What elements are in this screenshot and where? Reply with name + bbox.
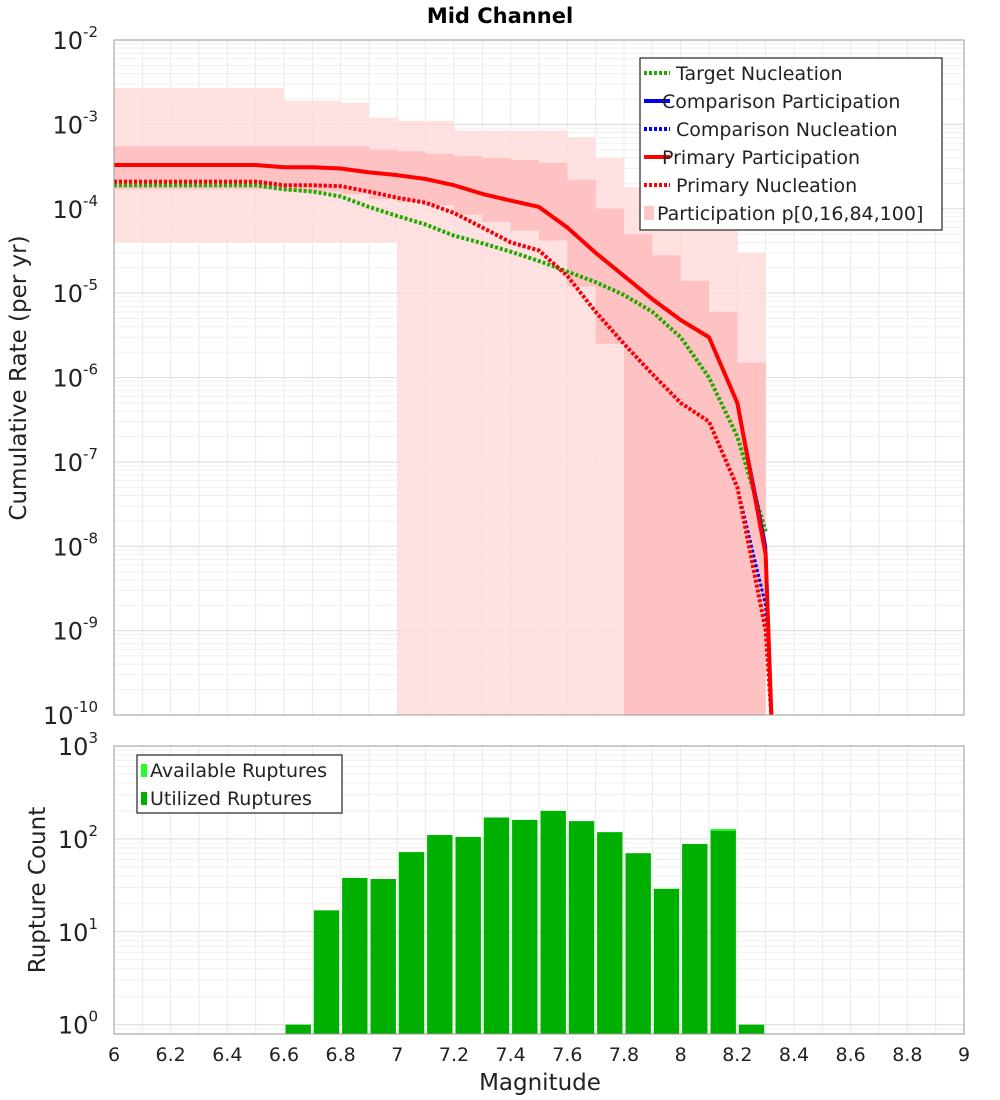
bottom-y-ticks: 100 101 102 103 bbox=[58, 729, 98, 1040]
legend-label: Comparison Participation bbox=[662, 91, 900, 113]
bar-utilized bbox=[512, 819, 538, 1034]
top-y-axis-label: Cumulative Rate (per yr) bbox=[6, 235, 32, 520]
series-line-target-nucleation bbox=[114, 183, 768, 532]
bottom-y-axis-label: Rupture Count bbox=[25, 807, 51, 973]
x-tick-label: 8.2 bbox=[722, 1044, 752, 1066]
x-tick-label: 8.8 bbox=[892, 1044, 922, 1066]
x-axis-label: Magnitude bbox=[479, 1070, 601, 1096]
x-tick-label: 6.2 bbox=[156, 1044, 186, 1066]
bar-utilized bbox=[682, 844, 708, 1034]
x-tick-label: 8.6 bbox=[836, 1044, 866, 1066]
top-bands bbox=[114, 87, 766, 716]
bar-utilized bbox=[398, 852, 425, 1034]
y-tick-label: 10-6 bbox=[52, 361, 98, 393]
y-tick-label: 10-3 bbox=[52, 107, 98, 139]
legend-label: Target Nucleation bbox=[675, 63, 843, 85]
y-tick-label: 10-8 bbox=[52, 529, 98, 561]
legend-label: Utilized Ruptures bbox=[150, 788, 312, 810]
top-legend-box bbox=[639, 57, 943, 231]
y-tick-label: 100 bbox=[58, 1008, 98, 1040]
bar-utilized bbox=[313, 910, 340, 1034]
bar-utilized bbox=[427, 835, 453, 1034]
x-tick-label: 7.8 bbox=[609, 1044, 639, 1066]
x-tick-label: 7.2 bbox=[439, 1044, 469, 1066]
bar-utilized bbox=[568, 821, 595, 1034]
x-tick-label: 6.6 bbox=[269, 1044, 299, 1066]
series-line-primary-participation bbox=[114, 163, 774, 716]
band-p16-p84 bbox=[114, 146, 766, 716]
bar-utilized bbox=[342, 877, 368, 1034]
legend-label: Primary Participation bbox=[662, 147, 860, 169]
bar-utilized bbox=[653, 888, 680, 1034]
y-tick-label: 10-9 bbox=[52, 614, 98, 646]
legend-swatch bbox=[644, 206, 654, 220]
y-tick-label: 10-10 bbox=[43, 698, 98, 730]
x-tick-label: 6.4 bbox=[212, 1044, 242, 1066]
x-tick-label: 8.4 bbox=[779, 1044, 809, 1066]
x-tick-label: 7.6 bbox=[552, 1044, 582, 1066]
y-tick-label: 10-7 bbox=[52, 445, 98, 477]
legend-label: Participation p[0,16,84,100] bbox=[657, 203, 923, 225]
bottom-legend: Available Ruptures Utilized Ruptures bbox=[136, 754, 343, 814]
bar-utilized bbox=[370, 879, 396, 1034]
legend-label: Comparison Nucleation bbox=[676, 119, 898, 141]
bar-utilized bbox=[738, 1024, 765, 1034]
x-tick-label: 6 bbox=[108, 1044, 120, 1066]
top-y-ticks: 10-10 10-9 10-8 10-7 10-6 10-5 10-4 10-3 10-2 bbox=[43, 23, 98, 730]
bottom-x-ticks: 6 6.2 6.4 6.6 6.8 7 7.2 7.4 7.6 7.8 8 8.2 8.4 8.6 8.8 9 bbox=[108, 1044, 970, 1066]
series-line-primary-nucleation bbox=[114, 179, 774, 716]
bar-utilized bbox=[625, 853, 651, 1034]
bar-utilized bbox=[455, 836, 481, 1034]
x-tick-label: 9 bbox=[958, 1044, 970, 1066]
bottom-bars bbox=[285, 810, 765, 1034]
y-tick-label: 103 bbox=[58, 729, 98, 761]
top-plot-border bbox=[113, 39, 965, 716]
y-tick-label: 101 bbox=[58, 915, 98, 947]
bar-utilized bbox=[483, 817, 510, 1034]
x-tick-label: 6.8 bbox=[326, 1044, 356, 1066]
bottom-plot-border bbox=[113, 745, 965, 1035]
legend-swatch bbox=[141, 792, 147, 805]
bar-utilized bbox=[285, 1024, 311, 1034]
legend-swatch bbox=[141, 764, 147, 777]
bar-utilized bbox=[597, 832, 623, 1034]
top-lines bbox=[114, 163, 774, 716]
bar-utilized bbox=[710, 830, 736, 1034]
bottom-legend-box bbox=[136, 754, 343, 814]
y-tick-label: 10-2 bbox=[52, 23, 98, 55]
x-tick-label: 7 bbox=[391, 1044, 403, 1066]
legend-label: Available Ruptures bbox=[150, 760, 327, 782]
y-tick-label: 10-5 bbox=[52, 276, 98, 308]
top-legend: Target Nucleation Comparison Participatio… bbox=[639, 57, 943, 231]
x-tick-label: 7.4 bbox=[496, 1044, 526, 1066]
y-tick-label: 10-4 bbox=[52, 192, 98, 224]
legend-label: Primary Nucleation bbox=[676, 175, 857, 197]
x-tick-label: 8 bbox=[675, 1044, 687, 1066]
chart-title: Mid Channel bbox=[427, 4, 573, 28]
bar-utilized bbox=[540, 810, 566, 1034]
y-tick-label: 102 bbox=[58, 822, 98, 854]
